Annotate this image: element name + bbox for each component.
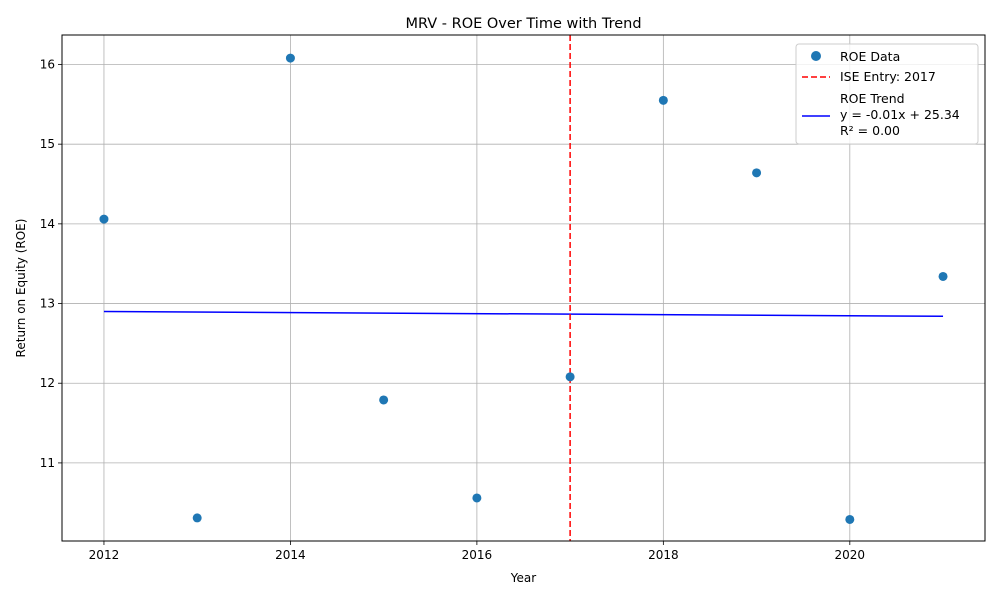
y-tick-label: 14 <box>40 217 55 231</box>
legend-label-trend-equation: y = -0.01x + 25.34 <box>840 107 960 122</box>
legend: ROE Data ISE Entry: 2017 ROE Trend y = -… <box>795 43 979 145</box>
data-point <box>379 395 389 405</box>
x-tick-label: 2016 <box>462 548 493 562</box>
legend-label-trend-r2: R² = 0.00 <box>840 123 900 138</box>
trend-layer <box>103 310 944 318</box>
y-axis-label: Return on Equity (ROE) <box>14 219 28 358</box>
legend-label-roe-trend: ROE Trend <box>840 91 905 106</box>
legend-marker-roe-data <box>811 51 821 61</box>
y-tick-label: 16 <box>40 57 55 71</box>
y-tick-label: 13 <box>40 297 55 311</box>
x-tick-label: 2012 <box>89 548 120 562</box>
x-tick-label: 2020 <box>835 548 866 562</box>
data-point <box>752 168 762 178</box>
x-tick-label: 2018 <box>648 548 679 562</box>
data-point <box>99 214 109 224</box>
y-tick-label: 11 <box>40 456 55 470</box>
chart-title: MRV - ROE Over Time with Trend <box>405 16 641 32</box>
x-tick-label: 2014 <box>275 548 306 562</box>
y-tick-label: 12 <box>40 376 55 390</box>
data-point <box>472 493 482 503</box>
legend-label-ise-entry: ISE Entry: 2017 <box>840 69 936 84</box>
data-point <box>845 514 855 524</box>
legend-label-roe-data: ROE Data <box>840 49 900 64</box>
data-point <box>192 513 202 523</box>
ticks: 2012 2014 2016 2018 2020 11 12 13 14 15 16 <box>40 57 865 562</box>
points-layer <box>99 53 948 524</box>
data-point <box>565 372 575 382</box>
data-point <box>938 271 948 281</box>
plot-frame <box>61 34 986 542</box>
data-point <box>658 95 668 105</box>
trend-line <box>103 310 944 318</box>
data-point <box>285 53 295 63</box>
x-axis-label: Year <box>510 571 536 585</box>
legend-box <box>795 43 979 145</box>
y-tick-label: 15 <box>40 137 55 151</box>
